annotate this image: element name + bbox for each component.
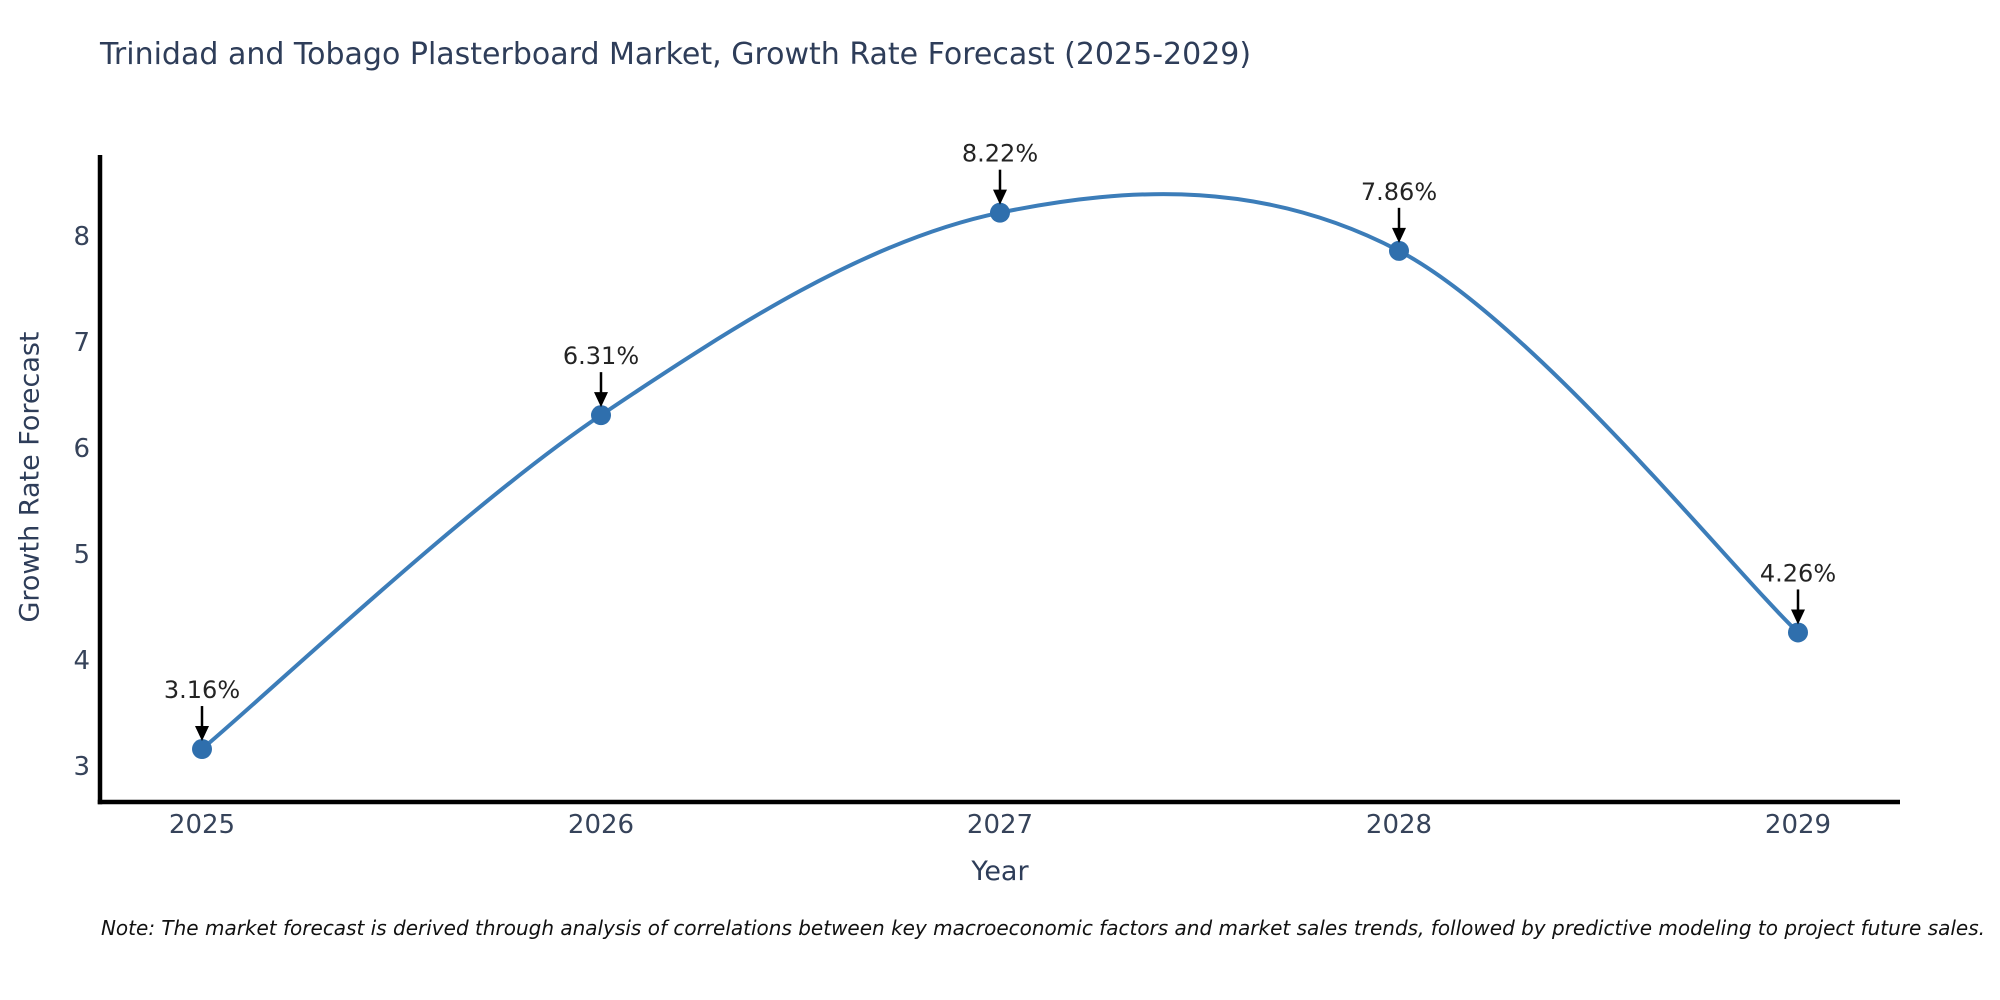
y-tick-label-3: 3	[73, 752, 90, 782]
x-tick-label-2028: 2028	[1366, 810, 1432, 840]
chart-title: Trinidad and Tobago Plasterboard Market,…	[100, 37, 1252, 72]
data-point-2028	[1389, 240, 1409, 261]
data-point-2026	[591, 405, 611, 426]
y-tick-label-5: 5	[73, 540, 90, 570]
y-tick-label-6: 6	[73, 434, 90, 464]
annotation-arrow-head-2025	[195, 726, 209, 742]
x-tick-label-2029: 2029	[1765, 810, 1831, 840]
x-tick-label-2026: 2026	[568, 810, 634, 840]
annotation-arrow-head-2028	[1392, 227, 1406, 243]
annotation-arrow-head-2029	[1791, 609, 1805, 625]
footnote: Note: The market forecast is derived thr…	[100, 916, 1986, 940]
x-axis-title: Year	[971, 856, 1029, 887]
data-point-2029	[1788, 622, 1808, 643]
y-tick-label-8: 8	[73, 222, 90, 252]
y-tick-label-4: 4	[73, 646, 90, 676]
x-tick-label-2025: 2025	[169, 810, 235, 840]
data-point-2027	[990, 202, 1010, 223]
x-tick-label-2027: 2027	[967, 810, 1033, 840]
annotation-arrow-head-2027	[993, 189, 1007, 205]
y-tick-label-7: 7	[73, 328, 90, 358]
point-label-2029: 4.26%	[1760, 559, 1836, 587]
point-label-2027: 8.22%	[962, 140, 1038, 168]
point-label-2028: 7.86%	[1361, 178, 1437, 206]
annotation-arrow-head-2026	[594, 392, 608, 408]
point-label-2025: 3.16%	[164, 676, 240, 704]
point-label-2026: 6.31%	[563, 342, 639, 370]
data-point-2025	[192, 739, 212, 760]
forecast-line	[200, 192, 1800, 752]
